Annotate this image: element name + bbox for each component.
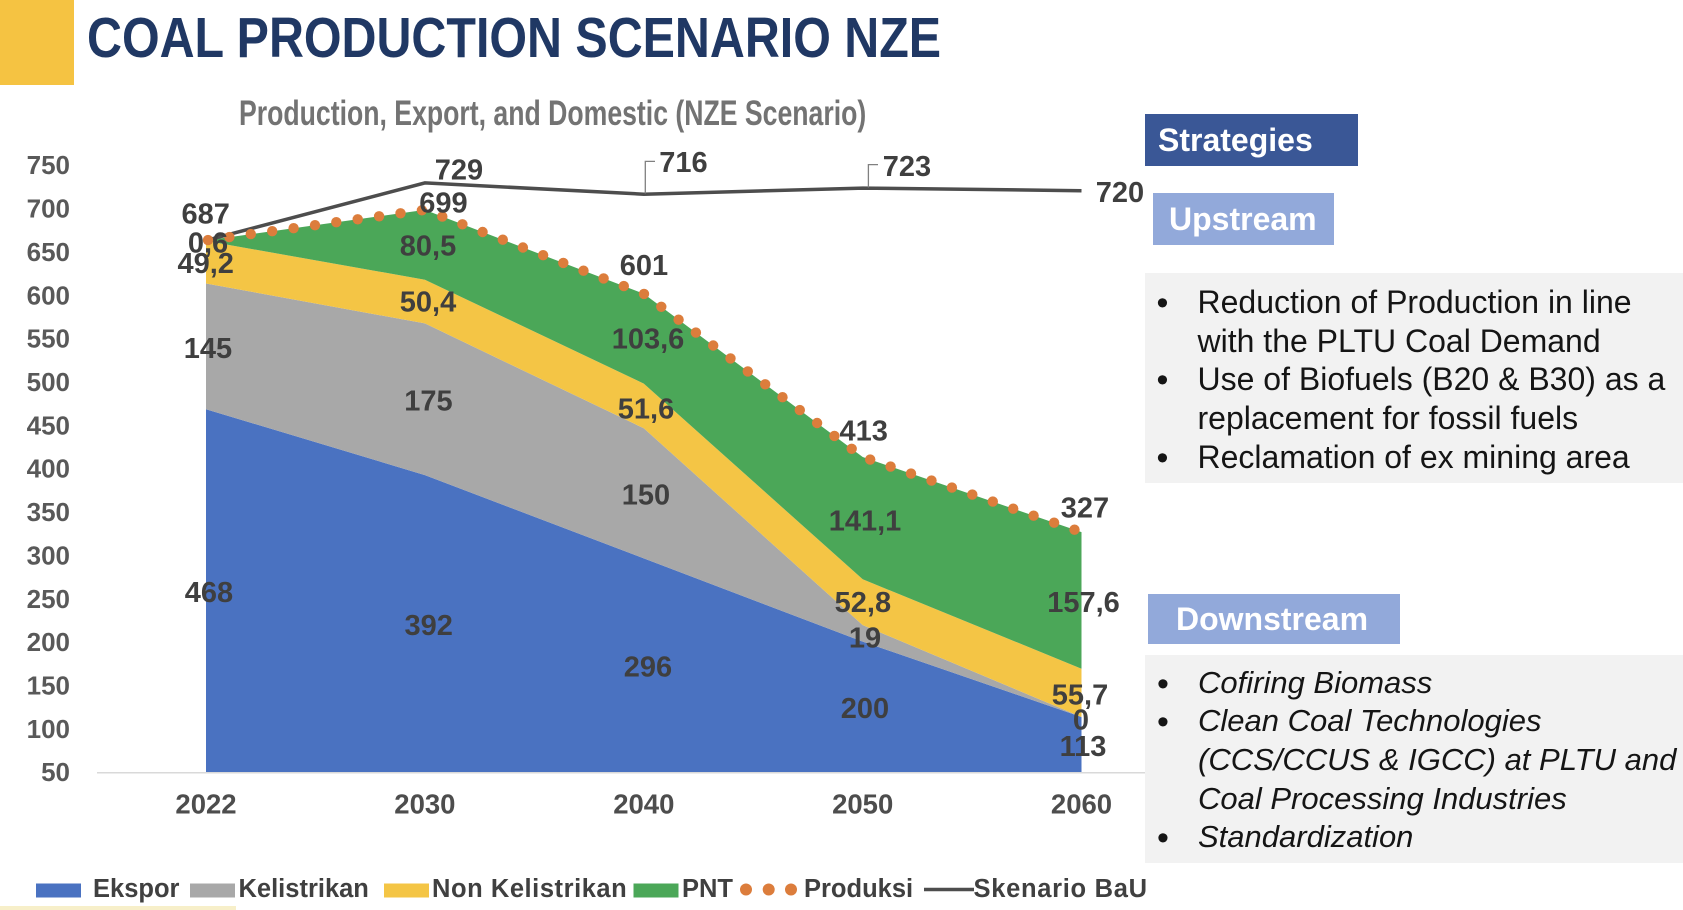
svg-text:150: 150: [622, 480, 670, 512]
svg-text:19: 19: [849, 623, 881, 655]
svg-text:468: 468: [185, 577, 233, 609]
svg-text:Skenario BaU: Skenario BaU: [974, 875, 1148, 903]
svg-text:51,6: 51,6: [618, 394, 674, 426]
svg-text:157,6: 157,6: [1047, 587, 1120, 619]
svg-text:250: 250: [27, 584, 70, 614]
svg-text:2022: 2022: [175, 789, 236, 820]
svg-text:450: 450: [27, 410, 70, 440]
svg-text:716: 716: [659, 147, 707, 179]
svg-text:2040: 2040: [613, 789, 674, 820]
svg-text:350: 350: [27, 497, 70, 527]
svg-text:0: 0: [1073, 704, 1089, 736]
svg-text:500: 500: [27, 367, 70, 397]
svg-text:2050: 2050: [832, 789, 893, 820]
svg-text:392: 392: [405, 610, 453, 642]
svg-text:50,4: 50,4: [400, 287, 456, 319]
svg-text:699: 699: [419, 188, 467, 220]
svg-text:400: 400: [27, 454, 70, 484]
svg-text:720: 720: [1096, 177, 1144, 209]
svg-text:600: 600: [27, 280, 70, 310]
svg-text:601: 601: [620, 250, 668, 282]
svg-text:175: 175: [404, 386, 452, 418]
svg-text:0,6: 0,6: [188, 228, 228, 260]
svg-text:Non Kelistrikan: Non Kelistrikan: [432, 875, 627, 903]
svg-text:729: 729: [435, 154, 483, 186]
svg-text:103,6: 103,6: [612, 324, 685, 356]
svg-text:49,2: 49,2: [177, 248, 233, 280]
svg-text:Produksi: Produksi: [804, 875, 913, 903]
svg-text:750: 750: [27, 150, 70, 180]
svg-text:Kelistrikan: Kelistrikan: [239, 875, 369, 903]
svg-text:296: 296: [624, 652, 672, 684]
svg-text:2030: 2030: [394, 789, 455, 820]
svg-text:550: 550: [27, 324, 70, 354]
svg-text:145: 145: [184, 333, 232, 365]
svg-text:413: 413: [840, 416, 888, 448]
svg-text:PNT: PNT: [682, 875, 733, 903]
svg-text:100: 100: [27, 714, 70, 744]
svg-text:650: 650: [27, 237, 70, 267]
svg-text:50: 50: [41, 757, 70, 787]
svg-text:700: 700: [27, 194, 70, 224]
svg-text:327: 327: [1061, 493, 1109, 525]
svg-text:687: 687: [182, 199, 230, 231]
svg-text:55,7: 55,7: [1052, 680, 1108, 712]
svg-text:200: 200: [841, 693, 889, 725]
svg-text:52,8: 52,8: [835, 587, 891, 619]
svg-text:2060: 2060: [1051, 789, 1112, 820]
svg-text:80,5: 80,5: [400, 231, 456, 263]
svg-text:141,1: 141,1: [829, 506, 902, 538]
svg-text:113: 113: [1060, 731, 1107, 763]
svg-text:Ekspor: Ekspor: [93, 875, 180, 903]
svg-text:723: 723: [883, 151, 931, 183]
svg-text:150: 150: [27, 671, 70, 701]
svg-text:300: 300: [27, 540, 70, 570]
svg-text:200: 200: [27, 627, 70, 657]
